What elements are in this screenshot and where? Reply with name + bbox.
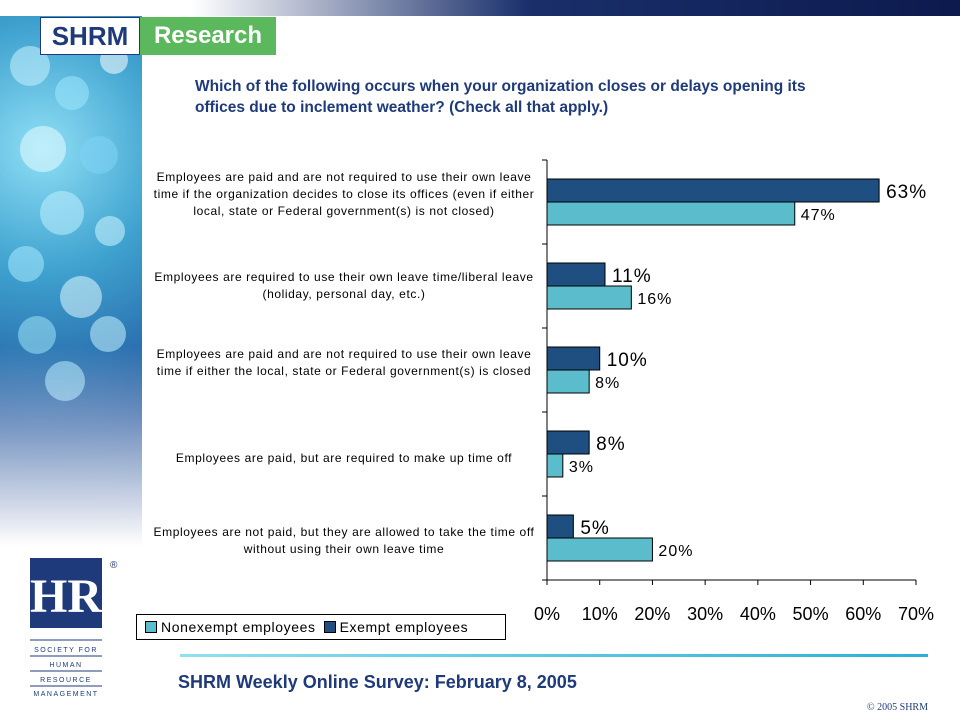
footer-divider bbox=[180, 654, 928, 657]
svg-text:RESOURCE: RESOURCE bbox=[40, 677, 92, 684]
x-tick-label: 70% bbox=[898, 604, 934, 624]
chart-legend: Nonexempt employees Exempt employees bbox=[136, 614, 506, 640]
bar-nonexempt bbox=[546, 453, 564, 478]
x-tick-label: 20% bbox=[634, 604, 670, 624]
legend-swatch-nonexempt bbox=[145, 621, 157, 633]
copyright-notice: © 2005 SHRM bbox=[867, 702, 928, 713]
x-tick-label: 40% bbox=[740, 604, 776, 624]
legend-label-nonexempt: Nonexempt employees bbox=[161, 619, 316, 635]
x-tick-label: 30% bbox=[687, 604, 723, 624]
category-label: Employees are paid and are not required … bbox=[156, 347, 532, 378]
shrm-hr-logo: HR ® SOCIETY FOR HUMAN RESOURCE MANAGEME… bbox=[30, 558, 120, 698]
hr-logo-mark: HR ® SOCIETY FOR HUMAN RESOURCE MANAGEME… bbox=[30, 558, 118, 698]
survey-question: Which of the following occurs when your … bbox=[195, 78, 806, 116]
x-tick-label: 0% bbox=[534, 604, 560, 624]
decorative-side-image bbox=[0, 16, 142, 546]
brand-header: SHRM Research bbox=[40, 17, 276, 55]
x-tick-label: 50% bbox=[793, 604, 829, 624]
data-label-exempt: 10% bbox=[607, 350, 648, 371]
x-tick-label: 10% bbox=[582, 604, 618, 624]
bar-exempt bbox=[546, 430, 590, 455]
x-tick-label: 60% bbox=[845, 604, 881, 624]
registered-mark: ® bbox=[110, 560, 118, 571]
shrm-wordmark: SHRM bbox=[40, 17, 140, 55]
category-label: Employees are not paid, but they are all… bbox=[153, 525, 535, 556]
hr-logo-letters: HR bbox=[30, 570, 103, 623]
legend-label-exempt: Exempt employees bbox=[339, 619, 469, 635]
data-label-nonexempt: 20% bbox=[658, 543, 693, 560]
svg-text:HUMAN: HUMAN bbox=[49, 662, 82, 669]
data-label-exempt: 63% bbox=[886, 182, 927, 203]
data-label-nonexempt: 47% bbox=[801, 207, 836, 224]
bar-exempt bbox=[546, 514, 574, 539]
data-label-exempt: 11% bbox=[612, 266, 652, 287]
research-wordmark: Research bbox=[140, 17, 276, 55]
category-label: Employees are paid, but are required to … bbox=[175, 451, 513, 465]
data-label-exempt: 5% bbox=[580, 518, 609, 539]
category-label: Employees are paid and are not required … bbox=[153, 170, 535, 218]
svg-text:MANAGEMENT: MANAGEMENT bbox=[33, 691, 98, 698]
data-label-exempt: 8% bbox=[596, 434, 625, 455]
bar-nonexempt bbox=[546, 537, 653, 562]
bar-nonexempt bbox=[546, 369, 590, 394]
legend-swatch-exempt bbox=[323, 621, 336, 633]
data-label-nonexempt: 8% bbox=[595, 375, 620, 392]
data-label-nonexempt: 16% bbox=[637, 291, 672, 308]
top-banner bbox=[0, 0, 960, 16]
data-label-nonexempt: 3% bbox=[569, 459, 594, 476]
bar-exempt bbox=[546, 262, 606, 287]
category-label: Employees are required to use their own … bbox=[154, 270, 534, 301]
bar-nonexempt bbox=[546, 285, 632, 310]
svg-text:SOCIETY FOR: SOCIETY FOR bbox=[34, 647, 98, 654]
footer-title: SHRM Weekly Online Survey: February 8, 2… bbox=[178, 672, 577, 692]
bar-nonexempt bbox=[546, 201, 796, 226]
bar-exempt bbox=[546, 346, 601, 371]
bar-exempt bbox=[546, 178, 880, 203]
